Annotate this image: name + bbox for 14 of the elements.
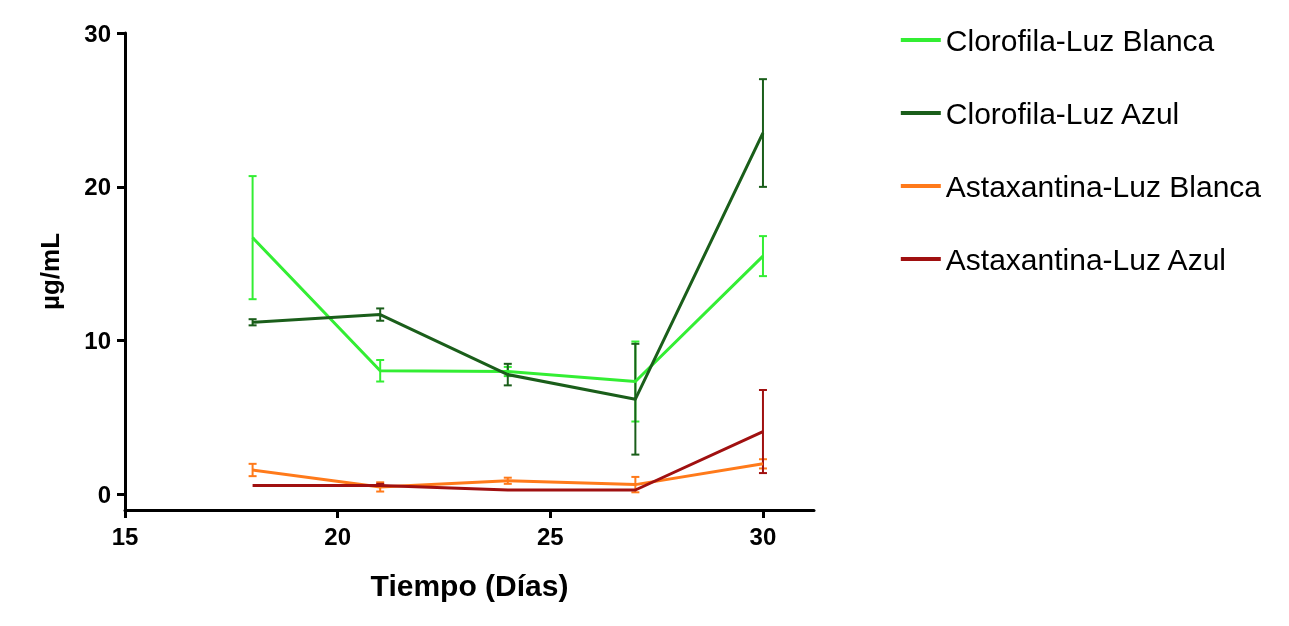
legend-label: Clorofila-Luz Blanca xyxy=(945,23,1215,57)
x-axis-title: Tiempo (Días) xyxy=(370,568,569,602)
x-tick-label: 15 xyxy=(111,522,139,550)
x-tick-label: 30 xyxy=(749,522,777,550)
x-tick-label: 25 xyxy=(536,522,564,550)
legend-label: Astaxantina-Luz Blanca xyxy=(945,169,1262,203)
legend-label: Clorofila-Luz Azul xyxy=(945,96,1180,130)
y-tick-label: 0 xyxy=(97,481,111,509)
y-tick-label: 10 xyxy=(84,327,111,355)
y-tick-label: 20 xyxy=(84,173,111,201)
y-tick-label: 30 xyxy=(84,19,111,47)
y-axis-title: µg/mL xyxy=(35,232,65,311)
x-tick-label: 20 xyxy=(324,522,352,550)
legend-label: Astaxantina-Luz Azul xyxy=(945,242,1226,276)
